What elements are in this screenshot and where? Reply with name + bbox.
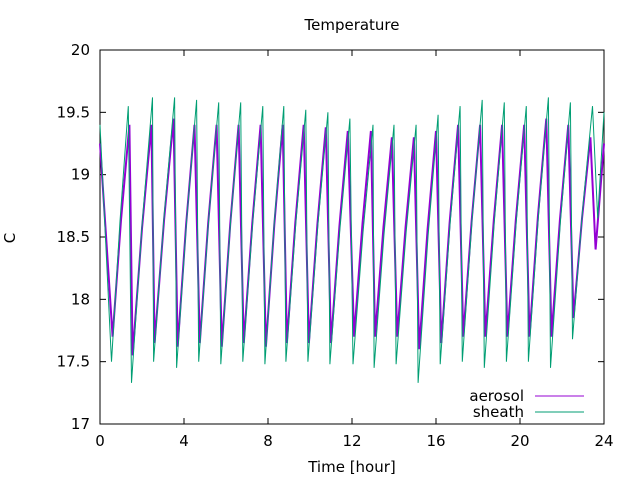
y-tick-label: 19: [71, 166, 90, 184]
y-tick-label: 18: [71, 290, 90, 308]
y-tick-label: 17.5: [57, 353, 90, 371]
x-axis-label: Time [hour]: [307, 458, 396, 476]
y-tick-label: 17: [71, 415, 90, 433]
x-tick-label: 12: [342, 432, 361, 450]
chart-title: Temperature: [303, 16, 399, 34]
legend-label: sheath: [473, 403, 524, 421]
y-tick-label: 20: [71, 41, 90, 59]
y-axis-label: C: [1, 233, 19, 243]
x-tick-label: 0: [95, 432, 105, 450]
x-tick-label: 8: [263, 432, 273, 450]
legend-label: aerosol: [469, 387, 524, 405]
x-tick-label: 20: [510, 432, 529, 450]
x-tick-label: 24: [594, 432, 613, 450]
x-tick-label: 16: [426, 432, 445, 450]
y-tick-label: 18.5: [57, 228, 90, 246]
plot-area: 0 4 8 12 16 20 24 17 17.5 18 18.5 19 19.5 20: [57, 41, 614, 450]
y-tick-label: 19.5: [57, 103, 90, 121]
x-tick-label: 4: [179, 432, 189, 450]
series-sheath: [99, 97, 605, 383]
